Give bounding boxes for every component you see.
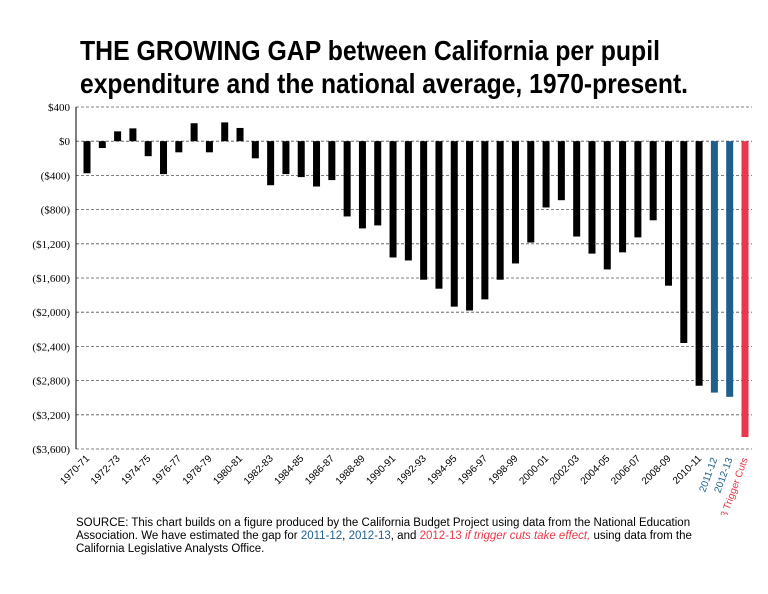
chart-title: expenditure and the national average, 19… [80, 68, 688, 99]
source-text: using data from the California Legislati… [76, 530, 692, 555]
x-tick-label: 1990-91 [364, 453, 398, 487]
y-tick-label: ($3,200) [32, 410, 70, 422]
bar [175, 141, 183, 153]
x-tick-label: 2002-03 [548, 453, 582, 487]
bar [160, 141, 168, 175]
bar [389, 141, 397, 258]
bar [114, 131, 122, 142]
bar [634, 141, 642, 238]
bar [236, 127, 244, 142]
source-text: , and [390, 530, 420, 542]
bar [527, 141, 535, 243]
bar [129, 128, 137, 142]
bar [251, 141, 259, 159]
bar [450, 141, 458, 307]
bar [313, 141, 321, 187]
bar [588, 141, 596, 254]
bar [190, 123, 198, 142]
chart: THE GROWING GAP between California per p… [32, 35, 752, 548]
bar [358, 141, 366, 229]
bar [680, 141, 688, 343]
bar [328, 141, 336, 181]
x-tick-label: 1980-81 [211, 453, 245, 487]
y-tick-label: $400 [48, 102, 71, 114]
x-tick-label: 1998-99 [487, 453, 521, 487]
bar [573, 141, 581, 237]
bar [98, 141, 106, 149]
y-tick-label: ($1,600) [32, 273, 70, 285]
x-tick-label: 1982-83 [242, 453, 276, 487]
bar [695, 141, 703, 386]
source-text: , [342, 530, 349, 542]
x-tick-label: 2010-11 [671, 453, 705, 487]
bar [282, 141, 290, 175]
x-tick-label: 1992-93 [395, 453, 429, 487]
bar [466, 141, 474, 311]
source-note: SOURCE: This chart builds on a figure pr… [76, 517, 726, 556]
source-text: SOURCE: This chart builds on a figure pr… [76, 517, 691, 542]
x-tick-label: 1988-89 [334, 453, 368, 487]
bar [741, 141, 749, 438]
x-tick-label: 2006-07 [609, 453, 643, 487]
x-tick-label: 2008-09 [640, 453, 674, 487]
bar [267, 141, 275, 186]
x-tick-label: 1978-79 [181, 453, 215, 487]
source-text: 2012-13 [419, 530, 465, 542]
source-text: if trigger cuts take effect, [464, 530, 591, 542]
x-tick-label: 1974-75 [120, 453, 154, 487]
bar [649, 141, 657, 221]
bar [619, 141, 627, 253]
bar [726, 141, 734, 397]
chart-title: THE GROWING GAP between California per p… [80, 35, 660, 66]
bar [511, 141, 519, 264]
bar [374, 141, 382, 226]
bar [83, 141, 91, 174]
y-tick-label: ($400) [41, 170, 71, 182]
bar [205, 141, 213, 153]
x-tick-label: 1984-85 [273, 453, 307, 487]
x-tick-label: 1996-97 [456, 453, 490, 487]
source-text: 2012-13 [348, 530, 391, 542]
bar [542, 141, 550, 208]
y-tick-label: ($2,000) [32, 307, 70, 319]
y-tick-label: ($3,600) [32, 444, 70, 456]
y-tick-label: ($1,200) [32, 239, 70, 251]
bar [664, 141, 672, 286]
bar [557, 141, 565, 201]
bar [710, 141, 718, 393]
x-tick-label: 1970-71 [58, 453, 92, 487]
bar [496, 141, 504, 280]
bar [343, 141, 351, 217]
x-tick-label: 1994-95 [426, 453, 460, 487]
bar [404, 141, 412, 261]
bar [603, 141, 611, 270]
bar [435, 141, 443, 289]
bar [297, 141, 305, 178]
y-tick-label: $0 [59, 136, 71, 148]
x-tick-label: 1972-73 [89, 453, 123, 487]
x-tick-label: 2004-05 [579, 453, 613, 487]
bar [420, 141, 428, 280]
x-tick-label: 2000-01 [517, 453, 551, 487]
bar [144, 141, 152, 157]
y-tick-label: ($2,800) [32, 376, 70, 388]
bar [221, 122, 229, 142]
y-tick-label: ($800) [41, 205, 71, 217]
y-tick-label: ($2,400) [32, 341, 70, 353]
source-text: 2011-12 [300, 530, 343, 542]
bar [481, 141, 489, 300]
x-tick-label: 1976-77 [150, 453, 184, 487]
x-tick-label: 1986-87 [303, 453, 337, 487]
